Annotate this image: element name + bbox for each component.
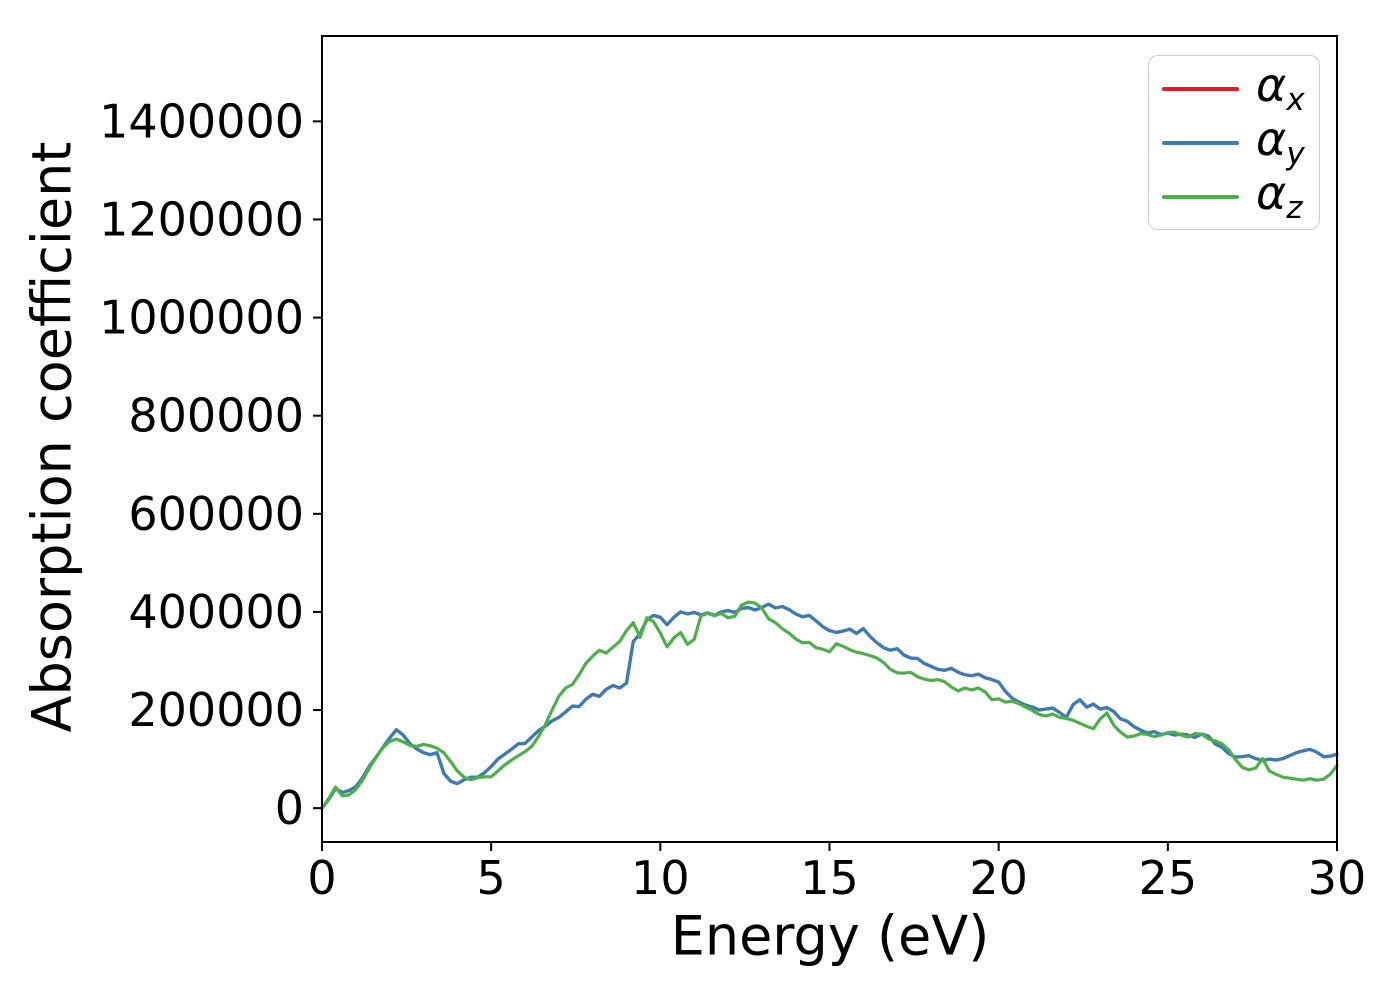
legend-line-sample-alpha_x (1162, 87, 1239, 91)
x-axis-label: Energy (eV) (670, 904, 990, 968)
legend-label-alpha_y: αy (1256, 112, 1305, 172)
x-tick-label: 10 (631, 851, 690, 905)
x-tick-label: 30 (1308, 851, 1367, 905)
y-tick-label: 400000 (128, 585, 304, 639)
legend-label-alpha_x: αx (1256, 58, 1305, 118)
y-tick-label: 600000 (128, 487, 304, 541)
x-tick-label: 0 (307, 851, 336, 905)
y-tick-label: 1000000 (99, 291, 304, 345)
x-tick-label: 5 (477, 851, 506, 905)
y-tick-label: 800000 (128, 389, 304, 443)
x-tick-label: 25 (1139, 851, 1198, 905)
x-tick-label: 15 (800, 851, 859, 905)
x-tick-label: 20 (969, 851, 1028, 905)
y-tick-label: 1200000 (99, 192, 304, 246)
series-line-alpha_z (320, 600, 1339, 810)
legend-line-sample-alpha_y (1162, 141, 1239, 145)
legend-item-alpha_y: αy (1162, 116, 1307, 170)
y-tick-label: 200000 (128, 683, 304, 737)
y-axis-label: Absorption coefficient (20, 141, 84, 733)
y-tick-label: 0 (275, 781, 304, 835)
legend-label-alpha_z: αz (1256, 166, 1303, 226)
legend: αx αy αz (1148, 55, 1320, 230)
legend-item-alpha_z: αz (1162, 170, 1307, 224)
y-tick-label: 1400000 (99, 94, 304, 148)
legend-item-alpha_x: αx (1162, 62, 1307, 116)
legend-line-sample-alpha_z (1162, 195, 1239, 199)
